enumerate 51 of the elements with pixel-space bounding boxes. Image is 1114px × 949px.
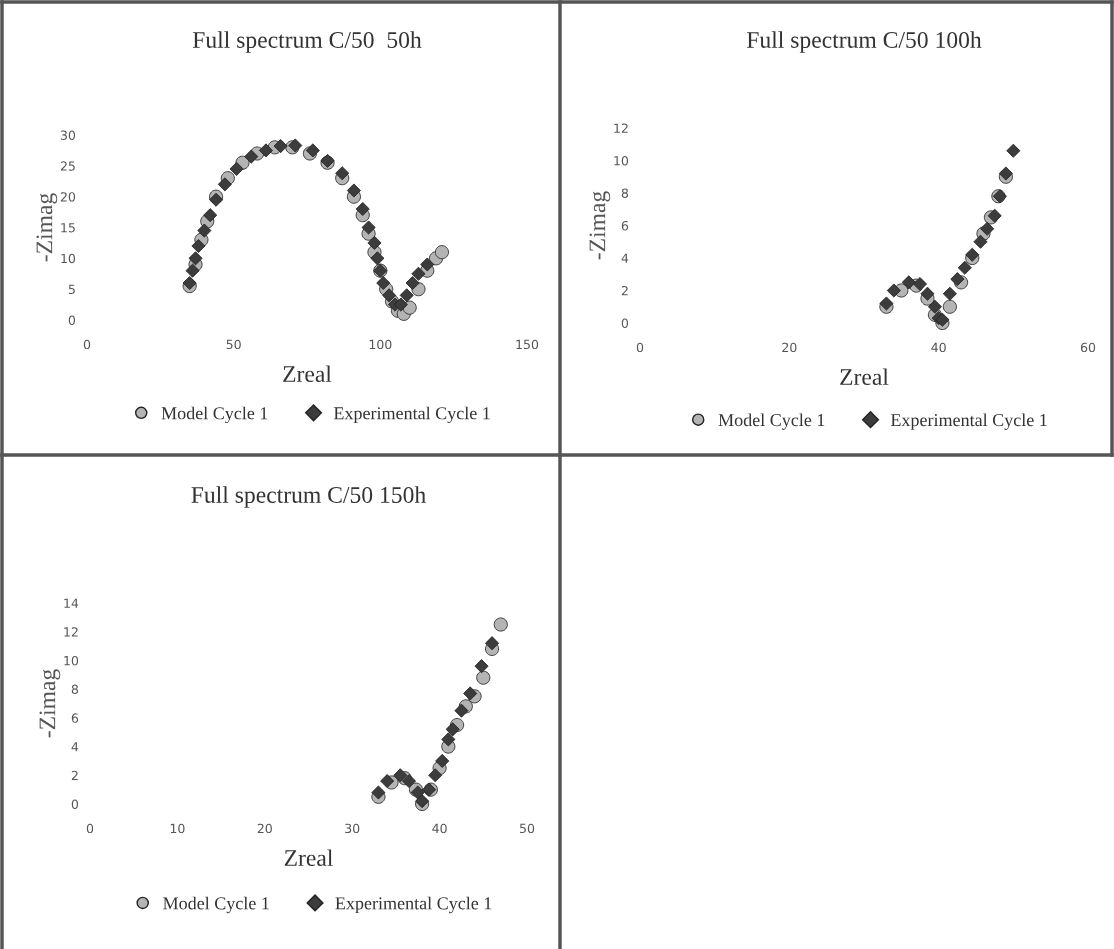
- x-tick-label: 20: [782, 342, 797, 353]
- legend-label: Model Cycle 1: [718, 413, 825, 430]
- y-tick-label: 0: [68, 315, 76, 325]
- legend-label: Experimental Cycle 1: [335, 896, 492, 914]
- y-tick-label: 8: [71, 684, 79, 695]
- x-tick-label: 0: [636, 342, 644, 353]
- y-tick-label: 14: [64, 598, 79, 608]
- x-tick-label: 50: [520, 823, 535, 834]
- legend-label: Model Cycle 1: [161, 406, 268, 424]
- y-tick-label: 10: [64, 655, 79, 666]
- y-tick-label: 5: [68, 284, 75, 295]
- x-tick-label: 50: [226, 339, 241, 350]
- y-tick-label: 8: [621, 188, 629, 198]
- chart-title: Full spectrum C/50 100h: [746, 31, 982, 53]
- y-tick-label: 20: [60, 192, 76, 202]
- legend-label: Model Cycle 1: [163, 896, 269, 914]
- x-tick-label: 60: [1080, 342, 1096, 353]
- y-tick-label: 15: [61, 223, 75, 233]
- x-tick-label: 20: [257, 823, 272, 834]
- y-axis-title: -Zimag: [39, 669, 61, 738]
- y-tick-label: 6: [71, 713, 79, 723]
- x-tick-label: 40: [432, 823, 447, 834]
- y-tick-label: 10: [61, 253, 76, 264]
- x-axis-title: Zreal: [840, 368, 889, 386]
- legend-label: Experimental Cycle 1: [333, 406, 490, 424]
- y-tick-label: 6: [621, 220, 629, 231]
- x-tick-label: 100: [369, 339, 392, 350]
- y-tick-label: 4: [621, 253, 629, 263]
- y-axis-title: -Zimag: [589, 191, 611, 260]
- x-tick-label: 0: [83, 339, 91, 350]
- y-tick-label: 30: [60, 130, 76, 140]
- y-tick-label: 0: [621, 318, 629, 328]
- y-tick-label: 4: [71, 742, 79, 752]
- y-tick-label: 12: [614, 123, 628, 133]
- chart-title: Full spectrum C/50 150h: [191, 486, 426, 508]
- y-tick-label: 10: [614, 155, 629, 166]
- x-tick-label: 150: [516, 339, 539, 350]
- x-tick-label: 10: [170, 823, 185, 834]
- x-axis-title: Zreal: [284, 849, 333, 867]
- y-tick-label: 12: [64, 627, 78, 637]
- x-tick-label: 30: [345, 823, 360, 834]
- y-tick-label: 0: [71, 799, 79, 809]
- y-tick-label: 2: [621, 285, 628, 296]
- y-axis-title: -Zimag: [36, 193, 58, 262]
- chart-title: Full spectrum C/50 50h: [192, 31, 422, 53]
- y-tick-label: 2: [71, 770, 78, 781]
- y-tick-label: 25: [60, 161, 75, 171]
- x-tick-label: 40: [931, 342, 946, 353]
- x-axis-title: Zreal: [283, 365, 332, 383]
- legend-label: Experimental Cycle 1: [890, 413, 1047, 430]
- x-tick-label: 0: [86, 823, 94, 834]
